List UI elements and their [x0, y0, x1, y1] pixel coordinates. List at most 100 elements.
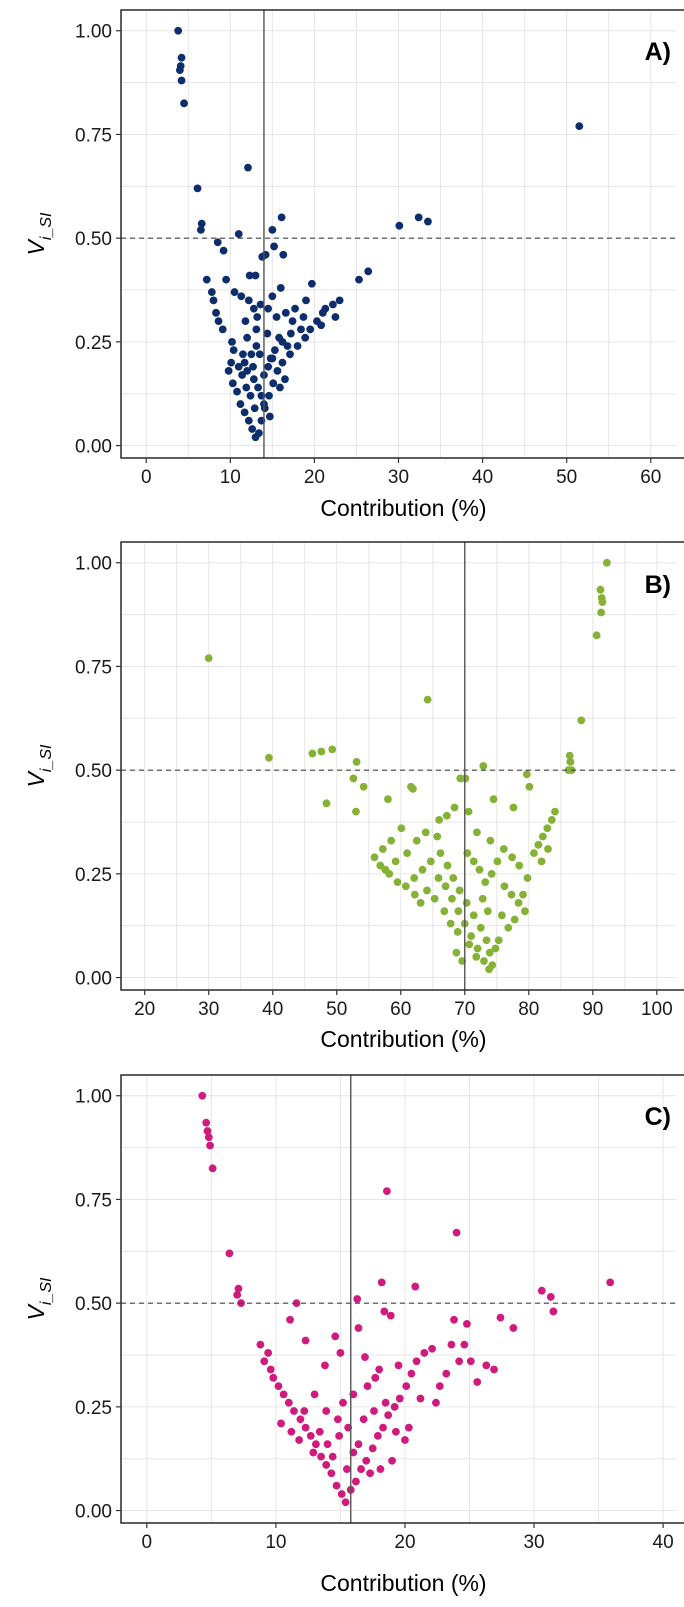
panel-a-data-point — [177, 53, 186, 62]
panel-c-data-point — [373, 1431, 382, 1440]
panel-c-data-point — [412, 1357, 421, 1366]
panel-a-x-axis-title: Contribution (%) — [320, 495, 486, 521]
panel-c-data-point — [452, 1228, 461, 1237]
panel-a-data-point — [278, 358, 287, 367]
panel-b-data-point — [480, 957, 488, 965]
panel-c-data-point — [371, 1373, 380, 1382]
panel-c-data-point — [509, 1324, 518, 1332]
panel-a-data-point — [248, 425, 257, 433]
panel-c-data-point — [353, 1295, 362, 1303]
panel-b-data-point — [473, 944, 482, 953]
panel-c-y-tick-label: 0.25 — [75, 1398, 112, 1419]
panel-a-data-point — [224, 366, 233, 375]
panel-a-data-point — [301, 333, 310, 342]
panel-a-data-point — [244, 416, 253, 425]
panel-b-y-tick-label: 0.75 — [75, 657, 112, 678]
panel-a-data-point — [234, 230, 243, 238]
panel-b-data-point — [384, 795, 392, 804]
panel-b-data-point — [452, 948, 461, 957]
panel-b-data-point — [423, 886, 431, 895]
panel-b-data-point — [566, 757, 575, 766]
panel-a-data-point — [317, 321, 326, 330]
panel-b-x-tick-label: 80 — [518, 999, 539, 1020]
panel-b-data-point — [508, 853, 517, 862]
panel-c-x-tick-label: 20 — [394, 1532, 415, 1553]
panel-b-data-point — [442, 811, 451, 820]
panel-c-data-point — [233, 1290, 242, 1299]
panel-b-data-point — [436, 849, 445, 858]
panel-a-y-axis-title-main: V — [23, 237, 49, 255]
panel-b-data-point — [465, 940, 474, 949]
panel-b-data-point — [522, 770, 531, 779]
panel-c-data-point — [549, 1307, 558, 1316]
panel-a-data-point — [229, 346, 238, 355]
panel-c-data-point — [442, 1369, 451, 1378]
panel-a-gridlines — [121, 10, 676, 458]
panel-a-data-point — [249, 375, 258, 384]
panel-a-data-point — [246, 391, 255, 400]
panel-a-x-tick-label: 50 — [556, 467, 577, 488]
panel-b-data-point — [577, 716, 586, 725]
panel-c-label: C) — [645, 1103, 671, 1131]
panel-a-data-point — [281, 375, 289, 384]
panel-c-data-point — [301, 1336, 310, 1345]
panel-a-data-point — [263, 329, 272, 338]
panel-b-y-axis-title-sub: i_SI — [38, 744, 55, 772]
panel-a-data-point — [193, 184, 202, 193]
panel-b-y-tick-label: 0.50 — [75, 761, 112, 782]
panel-b-x-tick-label: 90 — [582, 999, 603, 1020]
panel-a-data-point — [222, 275, 231, 284]
panel-b-x-axis-title: Contribution (%) — [320, 1026, 486, 1052]
panel-c-y-tick-label: 0.00 — [75, 1502, 112, 1523]
panel-c-data-point — [392, 1427, 400, 1436]
panel-a-data-point — [249, 304, 258, 313]
panel-c-data-point — [295, 1436, 304, 1444]
panel-b-data-point — [482, 936, 491, 945]
panel-c-data-point — [416, 1394, 425, 1403]
panel-b-data-point — [435, 816, 444, 824]
panel-b-data-point — [525, 782, 534, 791]
panel-b-data-point — [359, 782, 368, 791]
panel-b-data-point — [534, 840, 543, 849]
panel-b-data-point — [409, 784, 417, 793]
panel-b-x-tick-label: 40 — [262, 999, 283, 1020]
panel-c-data-point — [354, 1324, 363, 1332]
panel-c-data-point — [269, 1373, 278, 1382]
panel-c-data-point — [381, 1398, 390, 1407]
panel-b-data-point — [538, 832, 547, 841]
panel-a-data-point — [177, 76, 186, 85]
panel-c-data-point — [274, 1382, 283, 1391]
panel-c-data-point — [300, 1407, 309, 1415]
panel-a-data-point — [218, 325, 227, 334]
panel-c-data-point — [379, 1423, 387, 1432]
panel-b-x-tick-label: 20 — [134, 999, 155, 1020]
panel-a-y-tick-label: 0.00 — [75, 437, 112, 458]
panel-c-data-point — [428, 1344, 436, 1353]
panel-b-data-point — [485, 965, 493, 974]
panel-c-data-point — [401, 1436, 409, 1444]
panel-c-x-tick-label: 30 — [523, 1532, 544, 1553]
panel-b-data-point — [448, 894, 456, 903]
panel-c-data-point — [375, 1365, 384, 1374]
panel-b-data-point — [499, 845, 508, 853]
panel-b-data-point — [410, 890, 419, 899]
panel-a-data-point — [242, 383, 251, 392]
panel-c-data-point — [339, 1398, 347, 1407]
panel-b-data-point — [462, 898, 471, 907]
panel-c-y-tick-label: 0.50 — [75, 1294, 112, 1315]
panel-c-data-point — [382, 1187, 391, 1196]
panel-c-data-point — [310, 1390, 319, 1399]
panel-c-data-point — [260, 1357, 269, 1366]
panel-a-data-point — [299, 313, 308, 321]
panel-c-data-point — [352, 1477, 360, 1486]
panel-b-data-point — [507, 890, 516, 899]
panel-b-data-point — [483, 907, 492, 916]
panel-b-data-point — [476, 923, 485, 932]
panel-c-data-point — [394, 1361, 403, 1370]
panel-c-y-tick-label: 1.00 — [75, 1087, 112, 1108]
panel-c-data-point — [333, 1415, 342, 1424]
panel-b-data-point — [352, 807, 360, 816]
panel-a-data-point — [414, 213, 423, 222]
panel-c-data-point — [359, 1415, 368, 1424]
panel-a-data-point — [264, 304, 273, 313]
